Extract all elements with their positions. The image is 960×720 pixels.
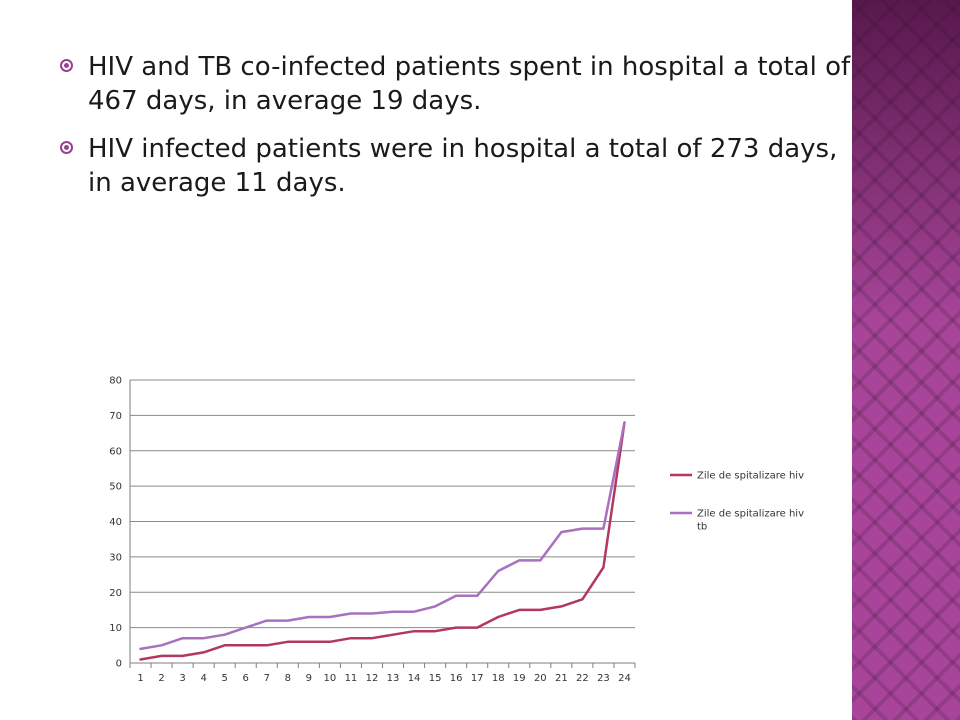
x-tick-label: 3 xyxy=(179,673,185,684)
series-line-hiv xyxy=(139,421,626,661)
y-tick-label: 70 xyxy=(109,411,122,422)
x-tick-label: 2 xyxy=(158,673,164,684)
x-tick-label: 11 xyxy=(345,673,358,684)
x-tick-label: 13 xyxy=(387,673,400,684)
x-tick-label: 12 xyxy=(366,673,379,684)
x-tick-label: 5 xyxy=(222,673,228,684)
bullet-text: HIV infected patients were in hospital a… xyxy=(88,134,838,198)
x-tick-label: 24 xyxy=(618,673,631,684)
bullet-circle-icon xyxy=(60,59,73,72)
x-tick-label: 9 xyxy=(306,673,312,684)
legend-label: Zile de spitalizare hiv xyxy=(697,471,804,482)
decorative-side-panel xyxy=(852,0,960,720)
bullet-text: HIV and TB co-infected patients spent in… xyxy=(88,52,851,116)
bullet-circle-icon xyxy=(60,141,73,154)
legend-label: Zile de spitalizare hiv tb xyxy=(697,509,804,533)
x-tick-label: 17 xyxy=(471,673,484,684)
bullet-list: HIV and TB co-infected patients spent in… xyxy=(60,50,855,214)
y-tick-label: 20 xyxy=(109,588,122,599)
x-tick-label: 10 xyxy=(324,673,337,684)
bullet-item: HIV infected patients were in hospital a… xyxy=(60,132,855,200)
x-tick-label: 16 xyxy=(450,673,463,684)
legend-label-line: tb xyxy=(697,522,707,533)
y-tick-label: 0 xyxy=(116,659,122,670)
y-tick-label: 60 xyxy=(109,446,122,457)
x-tick-label: 18 xyxy=(492,673,505,684)
legend-label-line: Zile de spitalizare hiv xyxy=(697,509,804,520)
x-tick-label: 22 xyxy=(576,673,589,684)
series-line-hiv-tb xyxy=(139,421,626,651)
x-tick-label: 7 xyxy=(264,673,270,684)
y-tick-label: 30 xyxy=(109,552,122,563)
x-tick-label: 21 xyxy=(555,673,568,684)
x-tick-label: 20 xyxy=(534,673,547,684)
x-tick-label: 1 xyxy=(137,673,143,684)
y-tick-label: 40 xyxy=(109,517,122,528)
x-tick-label: 14 xyxy=(408,673,421,684)
x-tick-label: 23 xyxy=(597,673,610,684)
x-tick-label: 8 xyxy=(285,673,291,684)
x-tick-label: 6 xyxy=(243,673,249,684)
legend-label-line: Zile de spitalizare hiv xyxy=(697,471,804,482)
x-tick-label: 4 xyxy=(200,673,206,684)
y-tick-label: 80 xyxy=(109,376,122,387)
x-tick-label: 15 xyxy=(429,673,442,684)
y-tick-label: 50 xyxy=(109,482,122,493)
y-tick-label: 10 xyxy=(109,623,122,634)
bullet-item: HIV and TB co-infected patients spent in… xyxy=(60,50,855,118)
x-tick-label: 19 xyxy=(513,673,526,684)
